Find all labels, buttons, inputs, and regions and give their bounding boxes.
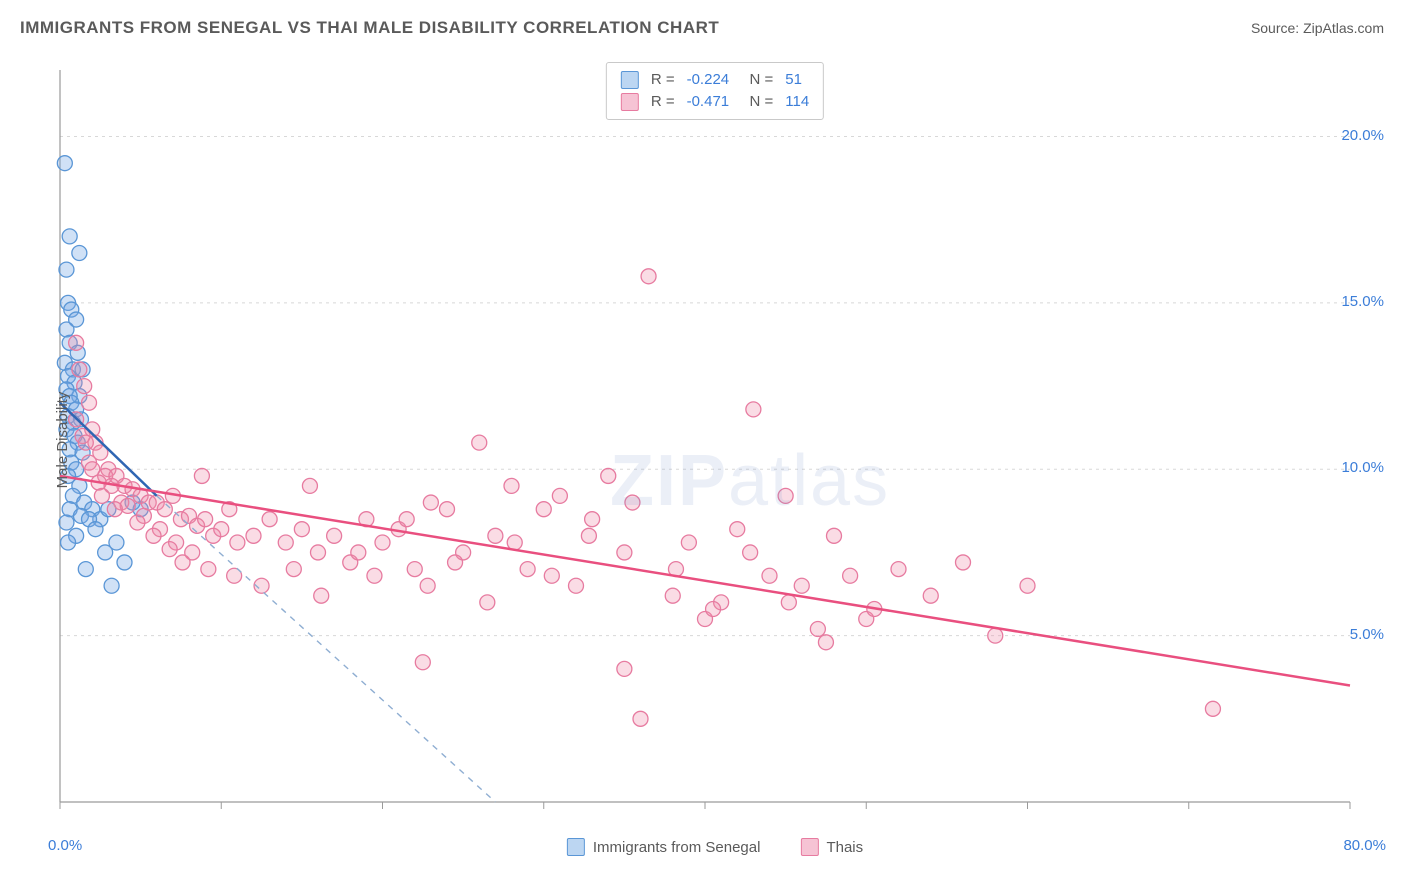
legend-item-senegal: Immigrants from Senegal <box>567 838 761 856</box>
stats-legend: R = -0.224 N = 51 R = -0.471 N = 114 <box>606 62 824 120</box>
x-axis-max-label: 80.0% <box>1343 837 1386 854</box>
scatter-plot <box>50 60 1380 820</box>
r-label: R = <box>651 91 675 113</box>
stats-row-thais: R = -0.471 N = 114 <box>621 91 809 113</box>
y-tick-label: 20.0% <box>1341 127 1384 144</box>
legend-label-senegal: Immigrants from Senegal <box>593 839 761 856</box>
x-axis-min-label: 0.0% <box>48 837 82 854</box>
legend-item-thais: Thais <box>800 838 863 856</box>
source-prefix: Source: <box>1251 20 1303 36</box>
y-tick-label: 5.0% <box>1350 626 1384 643</box>
chart-container: Male Disability ZIPatlas R = -0.224 N = … <box>50 60 1380 820</box>
r-label: R = <box>651 69 675 91</box>
bottom-legend: Immigrants from Senegal Thais <box>567 838 863 856</box>
n-value-senegal: 51 <box>785 69 802 91</box>
r-value-thais: -0.471 <box>687 91 730 113</box>
n-label: N = <box>741 91 773 113</box>
y-tick-label: 10.0% <box>1341 459 1384 476</box>
y-axis-label: Male Disability <box>54 392 71 489</box>
legend-swatch-thais <box>800 838 818 856</box>
source-attribution: Source: ZipAtlas.com <box>1251 20 1384 36</box>
legend-label-thais: Thais <box>826 839 863 856</box>
y-tick-label: 15.0% <box>1341 293 1384 310</box>
n-value-thais: 114 <box>785 91 809 113</box>
legend-swatch-senegal <box>567 838 585 856</box>
source-value: ZipAtlas.com <box>1303 20 1384 36</box>
swatch-senegal <box>621 71 639 89</box>
chart-title: IMMIGRANTS FROM SENEGAL VS THAI MALE DIS… <box>20 18 719 38</box>
n-label: N = <box>741 69 773 91</box>
stats-row-senegal: R = -0.224 N = 51 <box>621 69 809 91</box>
r-value-senegal: -0.224 <box>687 69 730 91</box>
swatch-thais <box>621 93 639 111</box>
